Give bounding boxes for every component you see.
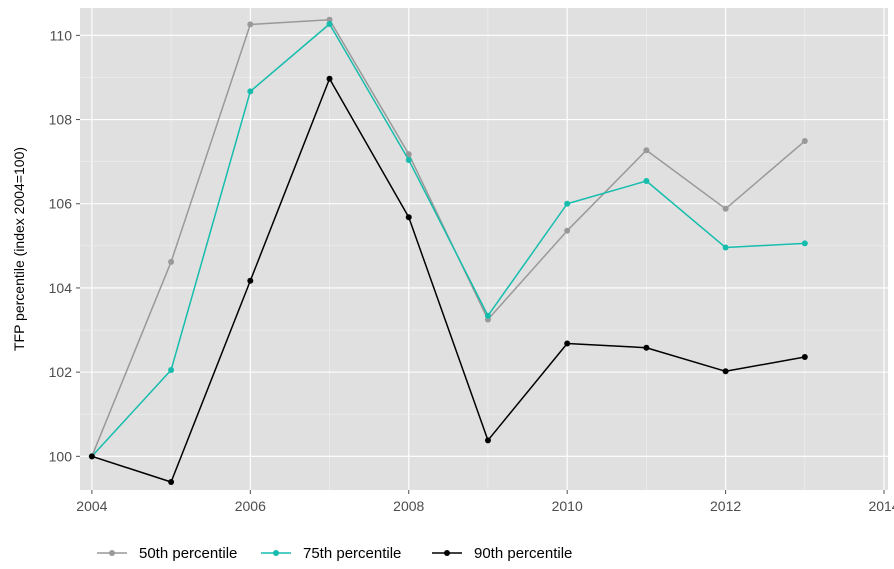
y-tick-label: 100 bbox=[49, 448, 73, 464]
data-point bbox=[643, 147, 650, 154]
x-tick-label: 2012 bbox=[710, 498, 741, 514]
x-tick-label: 2008 bbox=[393, 498, 424, 514]
x-tick-label: 2004 bbox=[76, 498, 107, 514]
x-tick-label: 2014 bbox=[868, 498, 894, 514]
y-tick-label: 108 bbox=[49, 112, 73, 128]
data-point bbox=[405, 214, 412, 221]
data-point bbox=[484, 312, 491, 319]
series-line bbox=[91, 77, 805, 483]
legend-label: 75th percentile bbox=[303, 545, 401, 562]
y-tick-label: 106 bbox=[49, 196, 73, 212]
legend-key-point bbox=[444, 550, 450, 556]
data-point bbox=[722, 205, 729, 212]
data-point bbox=[801, 240, 808, 247]
data-point bbox=[564, 200, 571, 207]
gridlines bbox=[80, 8, 888, 490]
series-line bbox=[91, 23, 805, 457]
y-tick-label: 104 bbox=[49, 280, 73, 296]
legend-item: 50th percentile bbox=[97, 545, 237, 562]
y-axis: 100 102 104 106 108 110 bbox=[49, 27, 80, 464]
y-tick-label: 110 bbox=[50, 27, 73, 43]
legend-label: 50th percentile bbox=[139, 545, 237, 562]
x-axis: 2004 2006 2008 2010 2012 2014 bbox=[76, 490, 894, 514]
data-point bbox=[168, 258, 175, 265]
legend-item: 75th percentile bbox=[261, 545, 401, 562]
data-point bbox=[484, 437, 491, 444]
y-axis-title: TFP percentile (index 2004=100) bbox=[11, 147, 27, 351]
data-point bbox=[722, 368, 729, 375]
data-point bbox=[643, 178, 650, 185]
y-tick-label: 102 bbox=[49, 364, 73, 380]
data-point bbox=[405, 151, 412, 158]
data-point bbox=[326, 20, 333, 27]
data-point bbox=[564, 227, 571, 234]
legend: 50th percentile 75th percentile 90th perce… bbox=[97, 545, 572, 562]
x-tick-label: 2010 bbox=[552, 498, 583, 514]
legend-key-point bbox=[273, 550, 279, 556]
data-point bbox=[801, 138, 808, 145]
data-point bbox=[247, 277, 254, 284]
data-point bbox=[564, 340, 571, 347]
data-point bbox=[168, 479, 175, 486]
data-point bbox=[326, 75, 333, 82]
data-point bbox=[405, 156, 412, 163]
series-3 bbox=[88, 75, 808, 486]
data-point bbox=[88, 453, 95, 460]
legend-item: 90th percentile bbox=[432, 545, 572, 562]
series-layer bbox=[88, 16, 808, 486]
data-point bbox=[247, 21, 254, 28]
x-tick-label: 2006 bbox=[235, 498, 266, 514]
legend-label: 90th percentile bbox=[474, 545, 572, 562]
legend-key-point bbox=[109, 550, 115, 556]
data-point bbox=[801, 353, 808, 360]
plot-panel bbox=[80, 8, 888, 490]
data-point bbox=[168, 367, 175, 374]
data-point bbox=[722, 244, 729, 251]
data-point bbox=[247, 88, 254, 95]
data-point bbox=[643, 344, 650, 351]
data-point bbox=[326, 16, 333, 23]
